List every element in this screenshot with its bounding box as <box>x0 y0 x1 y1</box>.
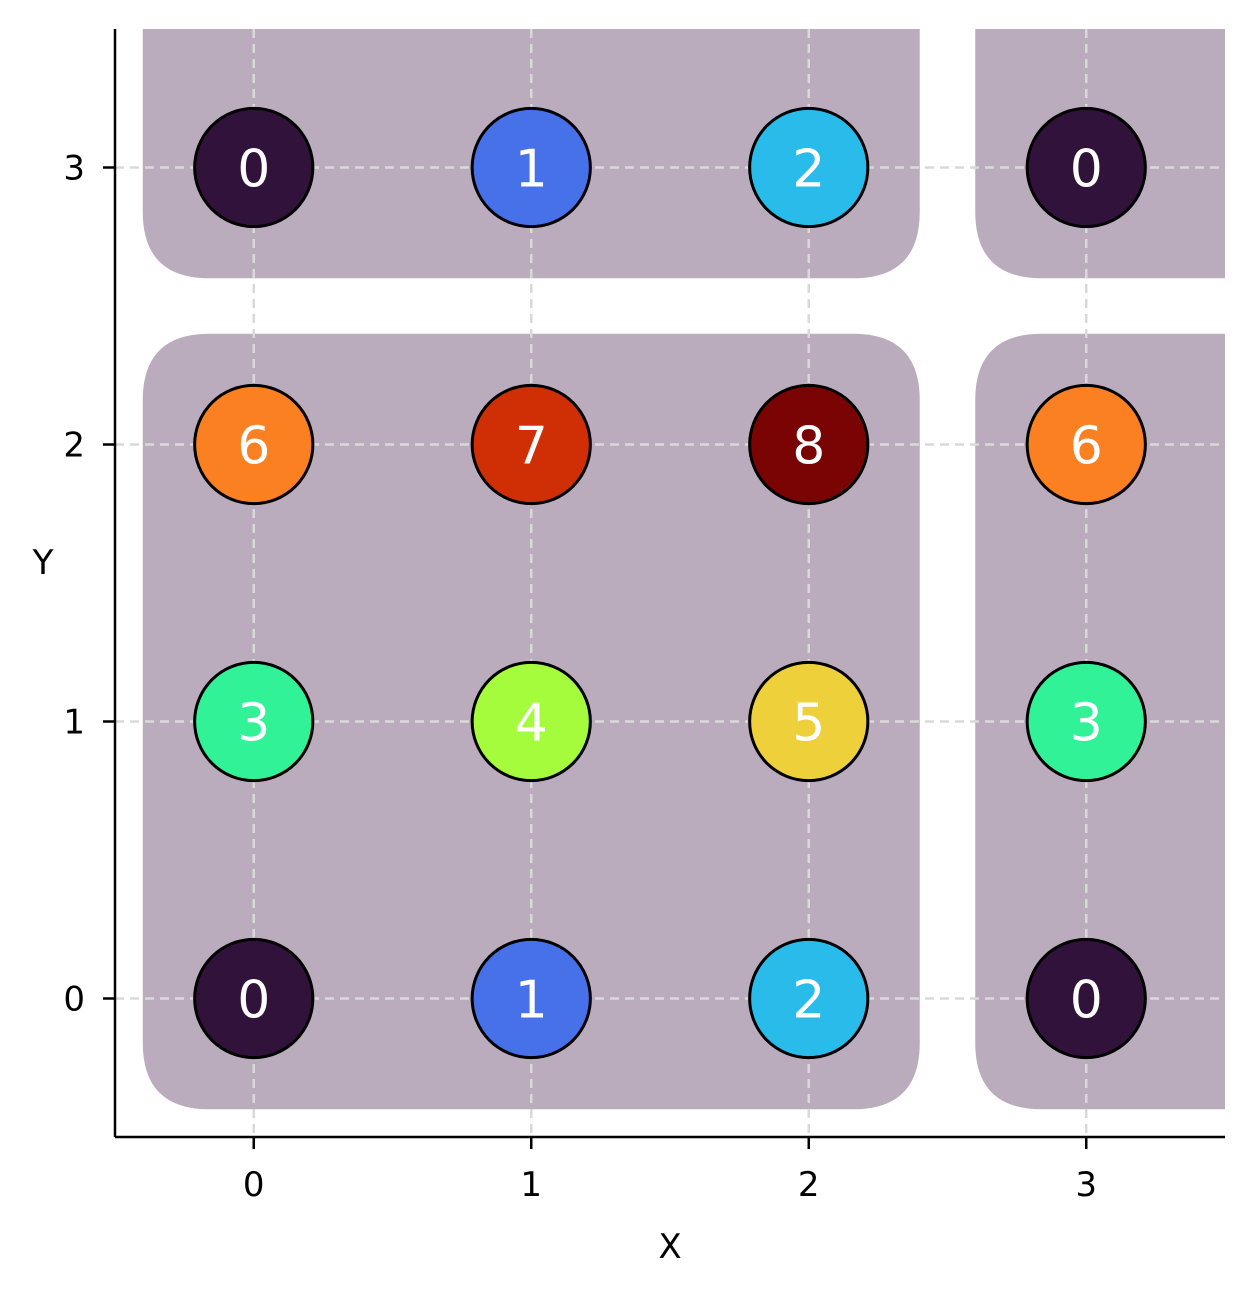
point-label: 3 <box>1070 694 1103 754</box>
point: 3 <box>193 660 315 783</box>
point-label: 5 <box>792 694 825 754</box>
point-label: 2 <box>792 971 825 1031</box>
point-marker <box>193 937 315 1060</box>
point-marker <box>748 937 870 1060</box>
point-marker <box>748 106 870 229</box>
point-marker <box>748 660 870 783</box>
point: 0 <box>1025 106 1147 229</box>
x-tick-label: 0 <box>243 1165 265 1205</box>
point-marker <box>1025 383 1147 506</box>
point: 1 <box>470 937 592 1060</box>
y-tick-label: 3 <box>63 149 85 189</box>
point-marker <box>193 660 315 783</box>
y-tick-label: 0 <box>63 980 85 1020</box>
axes <box>113 29 1225 1139</box>
axis-ticks: 0 1 2 3 0 1 2 3 <box>63 149 1097 1206</box>
point-marker <box>748 383 870 506</box>
point-label: 2 <box>792 140 825 200</box>
point: 6 <box>193 383 315 506</box>
point: 3 <box>1025 660 1147 783</box>
point: 2 <box>748 106 870 229</box>
point-label: 0 <box>1070 971 1103 1031</box>
point-marker <box>470 660 592 783</box>
point-marker <box>1025 106 1147 229</box>
y-tick-label: 1 <box>63 703 85 743</box>
point-marker <box>193 106 315 229</box>
x-tick-label: 1 <box>520 1165 542 1205</box>
point-marker <box>470 106 592 229</box>
point: 0 <box>193 937 315 1060</box>
point-label: 1 <box>515 140 548 200</box>
point: 7 <box>470 383 592 506</box>
point-label: 0 <box>237 140 270 200</box>
x-tick-label: 3 <box>1075 1165 1097 1205</box>
point-label: 3 <box>237 694 270 754</box>
point: 0 <box>1025 937 1147 1060</box>
point-label: 7 <box>515 417 548 477</box>
point-label: 1 <box>515 971 548 1031</box>
point-label: 0 <box>1070 140 1103 200</box>
point-label: 6 <box>1070 417 1103 477</box>
point-label: 8 <box>792 417 825 477</box>
x-tick-label: 2 <box>798 1165 820 1205</box>
point-marker <box>470 383 592 506</box>
point-marker <box>1025 660 1147 783</box>
point: 8 <box>748 383 870 506</box>
point: 2 <box>748 937 870 1060</box>
point-label: 4 <box>515 694 548 754</box>
point: 5 <box>748 660 870 783</box>
y-axis-label: Y <box>32 543 54 583</box>
point-marker <box>470 937 592 1060</box>
point-marker <box>1025 937 1147 1060</box>
point-label: 0 <box>237 971 270 1031</box>
point-marker <box>193 383 315 506</box>
point: 0 <box>193 106 315 229</box>
point: 1 <box>470 106 592 229</box>
point-label: 6 <box>237 417 270 477</box>
x-axis-label: X <box>658 1227 681 1267</box>
point: 4 <box>470 660 592 783</box>
point: 6 <box>1025 383 1147 506</box>
y-tick-label: 2 <box>63 426 85 466</box>
grid-points: 0 1 2 0 3 4 5 3 6 7 8 6 0 1 2 0 <box>193 106 1147 1060</box>
